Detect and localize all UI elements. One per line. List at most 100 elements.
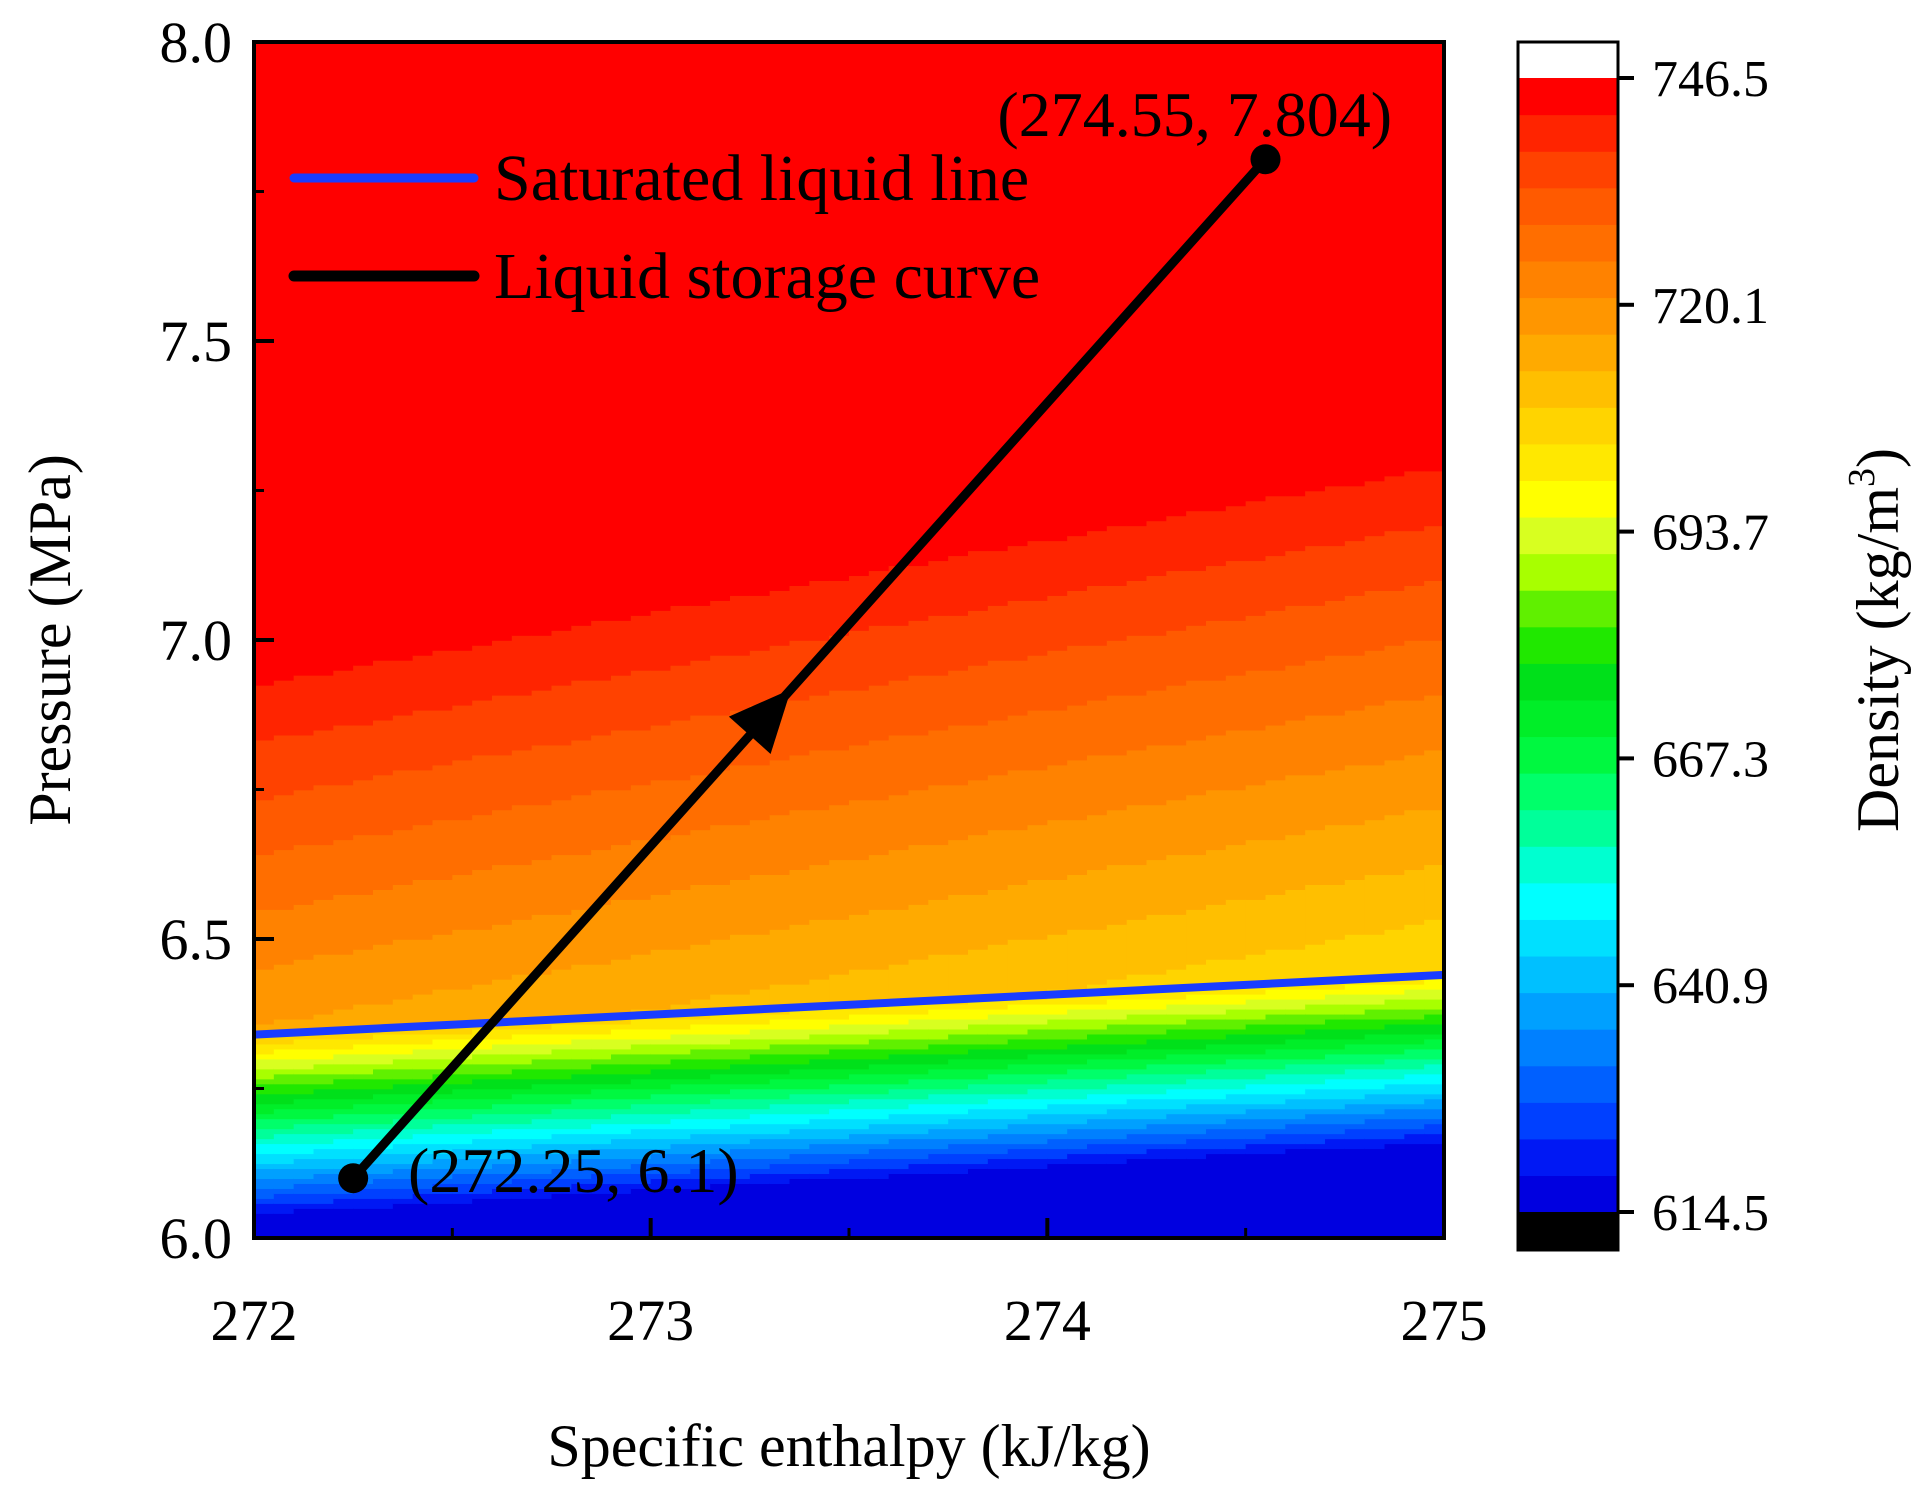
contour-cell bbox=[591, 1108, 612, 1120]
contour-cell bbox=[710, 1143, 731, 1155]
contour-cell bbox=[273, 1168, 295, 1179]
contour-cell bbox=[1047, 540, 1068, 596]
contour-cell bbox=[1166, 1098, 1187, 1110]
contour-cell bbox=[1067, 1163, 1088, 1238]
contour-cell bbox=[730, 1063, 751, 1075]
contour-cell bbox=[571, 1178, 592, 1184]
contour-cell bbox=[968, 1008, 989, 1020]
contour-cell bbox=[571, 1118, 592, 1130]
contour-cell bbox=[392, 884, 414, 940]
contour-cell bbox=[1047, 879, 1068, 935]
contour-cell bbox=[1047, 709, 1068, 766]
contour-cell bbox=[472, 1098, 493, 1110]
contour-cell bbox=[531, 1188, 553, 1199]
contour-cell bbox=[1186, 1098, 1207, 1105]
contour-cell bbox=[849, 1058, 870, 1070]
contour-cell bbox=[591, 789, 612, 851]
contour-cell bbox=[591, 1183, 612, 1194]
colorbar-swatch bbox=[1518, 553, 1618, 591]
contour-cell bbox=[710, 1133, 731, 1145]
contour-cell bbox=[690, 1093, 711, 1105]
contour-cell bbox=[1126, 1128, 1148, 1135]
contour-cell bbox=[849, 859, 870, 915]
contour-cell bbox=[1325, 1123, 1346, 1135]
contour-cell bbox=[908, 1048, 930, 1055]
contour-cell bbox=[1007, 1003, 1029, 1015]
contour-cell bbox=[254, 968, 275, 1025]
contour-cell bbox=[749, 1083, 771, 1090]
contour-cell bbox=[1106, 993, 1128, 1000]
contour-cell bbox=[531, 859, 553, 915]
contour-cell bbox=[928, 1123, 949, 1130]
contour-cell bbox=[1384, 998, 1406, 1010]
contour-cell bbox=[690, 1143, 711, 1155]
contour-cell bbox=[492, 694, 513, 756]
contour-cell bbox=[650, 42, 672, 611]
contour-cell bbox=[254, 739, 275, 801]
contour-cell bbox=[1225, 958, 1247, 985]
contour-cell bbox=[809, 694, 830, 751]
contour-cell bbox=[1047, 1113, 1068, 1125]
contour-cell bbox=[948, 784, 969, 841]
contour-cell bbox=[829, 1043, 850, 1050]
contour-cell bbox=[789, 809, 811, 871]
contour-cell bbox=[1245, 1023, 1267, 1035]
contour-cell bbox=[968, 42, 989, 552]
contour-cell bbox=[373, 1033, 394, 1045]
contour-cell bbox=[1166, 630, 1187, 686]
contour-cell bbox=[769, 1123, 791, 1135]
colorbar-swatch bbox=[1518, 480, 1618, 518]
contour-cell bbox=[511, 1078, 533, 1090]
contour-cell bbox=[630, 1098, 652, 1105]
contour-cell bbox=[769, 1163, 791, 1175]
contour-cell bbox=[591, 1118, 612, 1125]
contour-cell bbox=[1225, 674, 1247, 731]
contour-cell bbox=[730, 879, 751, 935]
contour-cell bbox=[611, 1053, 632, 1065]
contour-cell bbox=[829, 859, 850, 920]
contour-cell bbox=[948, 669, 969, 726]
contour-cell bbox=[511, 1043, 533, 1055]
contour-cell bbox=[1126, 1058, 1148, 1070]
contour-cell bbox=[630, 1018, 652, 1030]
contour-cell bbox=[1126, 1153, 1148, 1160]
contour-cell bbox=[1106, 525, 1128, 586]
contour-cell bbox=[373, 1128, 394, 1140]
contour-cell bbox=[452, 1088, 473, 1100]
contour-cell bbox=[1166, 1158, 1187, 1238]
contour-cell bbox=[392, 659, 414, 716]
contour-cell bbox=[849, 799, 870, 861]
contour-cell bbox=[293, 42, 315, 676]
contour-cell bbox=[1245, 560, 1267, 616]
contour-cell bbox=[412, 993, 434, 1030]
contour-cell bbox=[908, 1113, 930, 1125]
contour-cell bbox=[987, 550, 1009, 606]
contour-cell bbox=[373, 659, 394, 721]
contour-cell bbox=[472, 1173, 493, 1184]
contour-cell bbox=[1126, 1033, 1148, 1045]
contour-cell bbox=[849, 1083, 870, 1095]
contour-cell bbox=[710, 1068, 731, 1075]
contour-cell bbox=[551, 968, 573, 1020]
contour-cell bbox=[730, 1058, 751, 1065]
contour-cell bbox=[1245, 1128, 1267, 1140]
contour-cell bbox=[313, 674, 335, 731]
contour-cell bbox=[1305, 42, 1326, 492]
contour-cell bbox=[611, 1108, 632, 1115]
contour-cell bbox=[353, 1038, 374, 1045]
contour-cell bbox=[1206, 565, 1227, 621]
contour-cell bbox=[1146, 1048, 1168, 1060]
contour-cell bbox=[1087, 1118, 1108, 1130]
contour-cell bbox=[749, 1098, 771, 1110]
contour-cell bbox=[987, 774, 1009, 831]
contour-cell bbox=[1305, 1148, 1326, 1238]
contour-cell bbox=[670, 1003, 692, 1015]
contour-cell bbox=[472, 814, 493, 871]
contour-cell bbox=[313, 1203, 335, 1209]
contour-cell bbox=[1305, 1003, 1326, 1015]
contour-cell bbox=[730, 1178, 751, 1184]
contour-cell bbox=[928, 1138, 949, 1150]
contour-cell bbox=[1225, 1033, 1247, 1045]
contour-cell bbox=[968, 998, 989, 1010]
